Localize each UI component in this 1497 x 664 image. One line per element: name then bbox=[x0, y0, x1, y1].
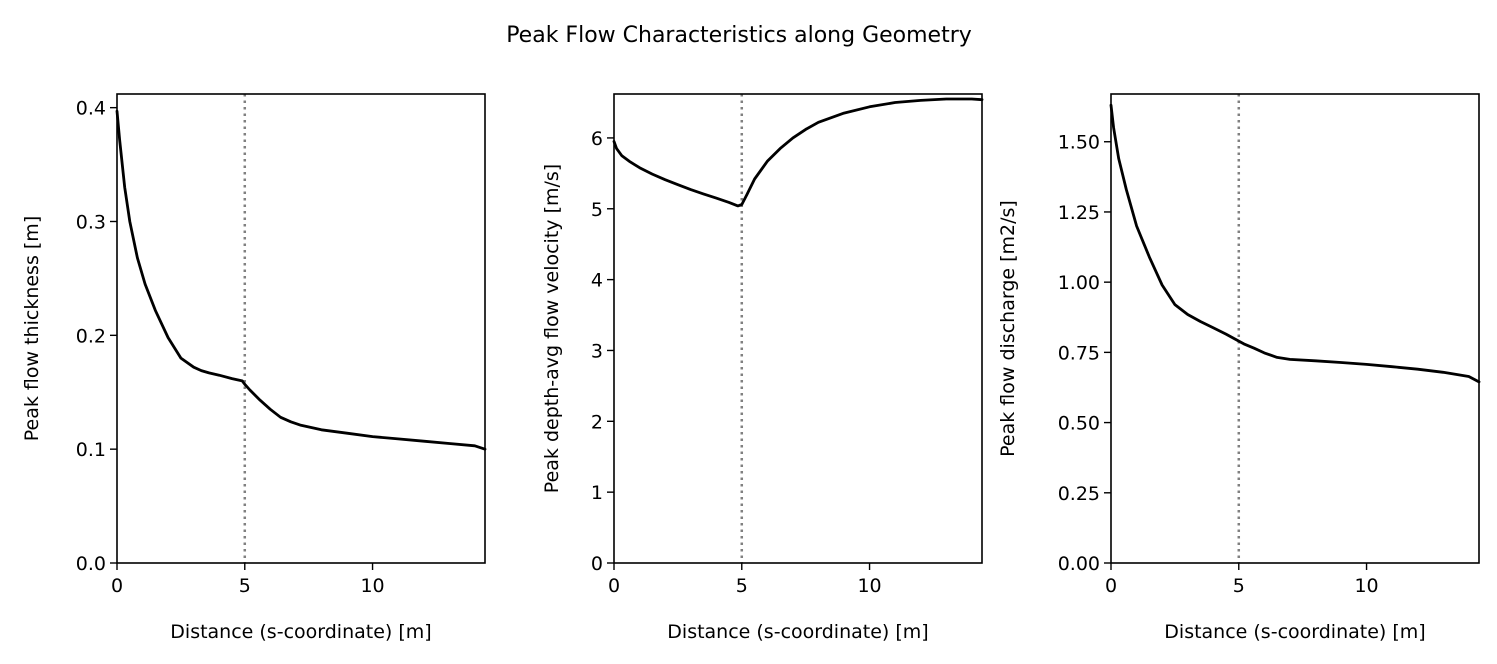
x-tick-label: 10 bbox=[1354, 575, 1378, 597]
x-tick-label: 0 bbox=[111, 575, 123, 597]
x-tick-label: 5 bbox=[239, 575, 251, 597]
y-tick-label: 0.25 bbox=[1058, 483, 1100, 505]
axes-frame bbox=[1110, 93, 1480, 564]
x-tick-label: 10 bbox=[360, 575, 384, 597]
x-tick-label: 10 bbox=[857, 575, 881, 597]
y-tick-label: 5 bbox=[591, 199, 603, 221]
y-tick-label: 1.50 bbox=[1058, 132, 1100, 154]
y-tick-label: 0 bbox=[591, 553, 603, 575]
x-axis-label: Distance (s-coordinate) [m] bbox=[1164, 621, 1425, 643]
x-tick-label: 0 bbox=[608, 575, 620, 597]
y-tick-label: 0.2 bbox=[76, 325, 106, 347]
y-tick-label: 6 bbox=[591, 128, 603, 150]
y-tick-label: 2 bbox=[591, 411, 603, 433]
y-tick-label: 1 bbox=[591, 482, 603, 504]
x-axis-label: Distance (s-coordinate) [m] bbox=[667, 621, 928, 643]
figure-suptitle: Peak Flow Characteristics along Geometry bbox=[506, 23, 972, 48]
y-tick-label: 0.00 bbox=[1058, 553, 1100, 575]
series-line-1 bbox=[115, 109, 487, 451]
y-tick-label: 1.25 bbox=[1058, 202, 1100, 224]
y-tick-label: 1.00 bbox=[1058, 272, 1100, 294]
y-tick-label: 0.50 bbox=[1058, 413, 1100, 435]
y-tick-label: 3 bbox=[591, 340, 603, 362]
y-tick-label: 0.0 bbox=[76, 553, 106, 575]
chart-panel-2: 0 5 10 0 1 2 3 4 5 6 Distance (s-coordinate) [m] Pe… bbox=[541, 93, 984, 643]
series-line-1 bbox=[1109, 103, 1481, 384]
y-tick-label: 0.1 bbox=[76, 439, 106, 461]
y-axis-label: Peak flow discharge [m2/s] bbox=[997, 200, 1019, 457]
chart-panel-1: 0 5 10 0.0 0.1 0.2 0.3 0.4 Distance (s-coordinat… bbox=[21, 93, 487, 643]
y-tick-label: 0.75 bbox=[1058, 342, 1100, 364]
chart-panel-3: 0 5 10 0.00 0.25 0.50 0.75 1.00 1.25 1.50 Distance… bbox=[997, 93, 1481, 643]
x-tick-label: 0 bbox=[1105, 575, 1117, 597]
x-tick-label: 5 bbox=[736, 575, 748, 597]
y-tick-label: 0.4 bbox=[76, 98, 106, 120]
series-line-1 bbox=[612, 97, 984, 208]
y-axis-label: Peak flow thickness [m] bbox=[21, 216, 43, 441]
axes-frame bbox=[116, 93, 486, 564]
y-tick-label: 0.3 bbox=[76, 211, 106, 233]
axes-frame bbox=[613, 93, 983, 564]
y-tick-label: 4 bbox=[591, 270, 603, 292]
y-axis-label: Peak depth-avg flow velocity [m/s] bbox=[541, 164, 563, 493]
x-tick-label: 5 bbox=[1233, 575, 1245, 597]
x-axis-label: Distance (s-coordinate) [m] bbox=[170, 621, 431, 643]
